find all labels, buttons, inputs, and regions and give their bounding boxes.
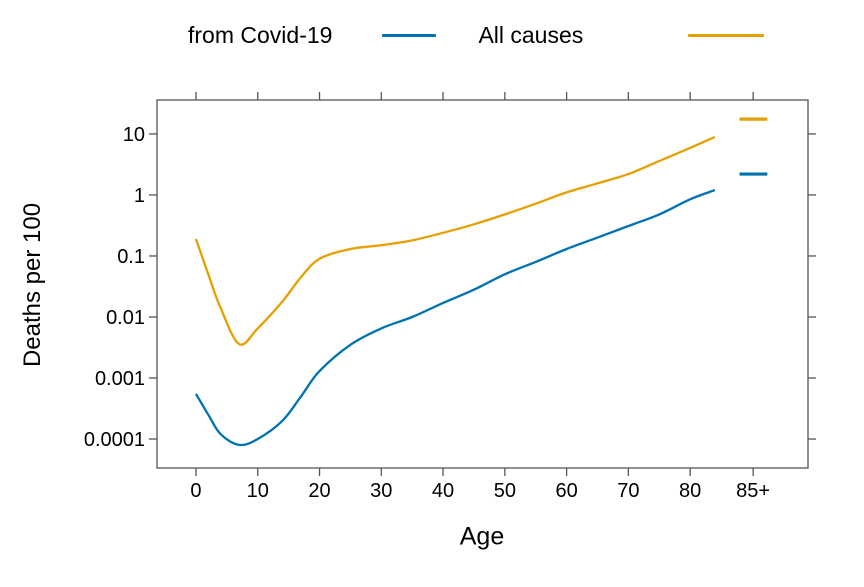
- svg-text:0.001: 0.001: [95, 368, 145, 390]
- svg-text:0.01: 0.01: [106, 307, 145, 329]
- svg-text:70: 70: [617, 480, 639, 502]
- svg-text:40: 40: [432, 480, 454, 502]
- svg-text:20: 20: [308, 480, 330, 502]
- svg-text:50: 50: [494, 480, 516, 502]
- legend-label-covid: from Covid-19: [188, 22, 333, 48]
- svg-text:1: 1: [134, 185, 145, 207]
- legend-item-all-causes: All causes: [478, 22, 765, 48]
- svg-text:85+: 85+: [736, 480, 770, 502]
- svg-text:60: 60: [555, 480, 577, 502]
- svg-text:10: 10: [247, 480, 269, 502]
- legend-item-covid: from Covid-19: [188, 22, 437, 48]
- legend-label-all-causes: All causes: [478, 22, 584, 48]
- x-axis-title: Age: [459, 522, 505, 551]
- svg-text:10: 10: [123, 124, 145, 146]
- legend-line-swatch-covid: [382, 34, 437, 37]
- legend-line-swatch-all-causes: [688, 34, 765, 37]
- svg-text:0.1: 0.1: [117, 246, 145, 268]
- chart-legend: from Covid-19 All causes: [188, 22, 765, 48]
- svg-text:30: 30: [370, 480, 392, 502]
- svg-text:0.0001: 0.0001: [84, 429, 145, 451]
- svg-text:80: 80: [679, 480, 701, 502]
- svg-text:0: 0: [190, 480, 201, 502]
